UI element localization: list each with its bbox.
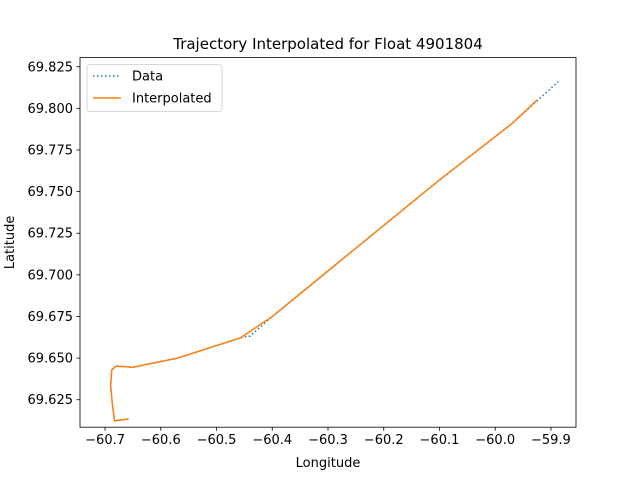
- y-tick-label: 69.750: [28, 185, 74, 200]
- y-axis-label: Latitude: [3, 216, 18, 270]
- legend-label-interpolated: Interpolated: [132, 92, 212, 107]
- plot-area: [80, 57, 576, 428]
- y-tick-label: 69.625: [28, 393, 74, 408]
- y-tick-label: 69.675: [28, 310, 74, 325]
- x-tick-label: −60.2: [364, 433, 404, 448]
- series-interpolated-line: [109, 99, 538, 422]
- y-tick-label: 69.725: [28, 227, 74, 242]
- chart-title: Trajectory Interpolated for Float 490180…: [172, 35, 483, 53]
- legend-box: [86, 64, 223, 112]
- legend: Data Interpolated: [86, 64, 223, 112]
- x-axis-label: Longitude: [296, 456, 361, 471]
- plot-frame: [79, 57, 577, 428]
- x-tick-label: −60.0: [475, 433, 515, 448]
- y-tick-label: 69.825: [28, 60, 74, 75]
- legend-label-data: Data: [132, 70, 163, 85]
- x-axis: −60.7 −60.6 −60.5 −60.4 −60.3 −60.2 −60.1 −60.0…: [85, 427, 571, 448]
- y-tick-label: 69.775: [28, 144, 74, 159]
- x-tick-label: −60.3: [308, 433, 348, 448]
- y-axis: 69.625 69.650 69.675 69.700 69.725 69.750 69.7…: [28, 60, 80, 408]
- x-tick-label: −60.7: [85, 433, 125, 448]
- x-tick-label: −60.4: [252, 433, 292, 448]
- x-tick-label: −59.9: [531, 433, 571, 448]
- series-layer: [109, 81, 559, 422]
- y-tick-label: 69.800: [28, 102, 74, 117]
- x-tick-label: −60.6: [141, 433, 181, 448]
- x-tick-label: −60.5: [197, 433, 237, 448]
- y-tick-label: 69.700: [28, 268, 74, 283]
- x-tick-label: −60.1: [420, 433, 460, 448]
- y-tick-label: 69.650: [28, 352, 74, 367]
